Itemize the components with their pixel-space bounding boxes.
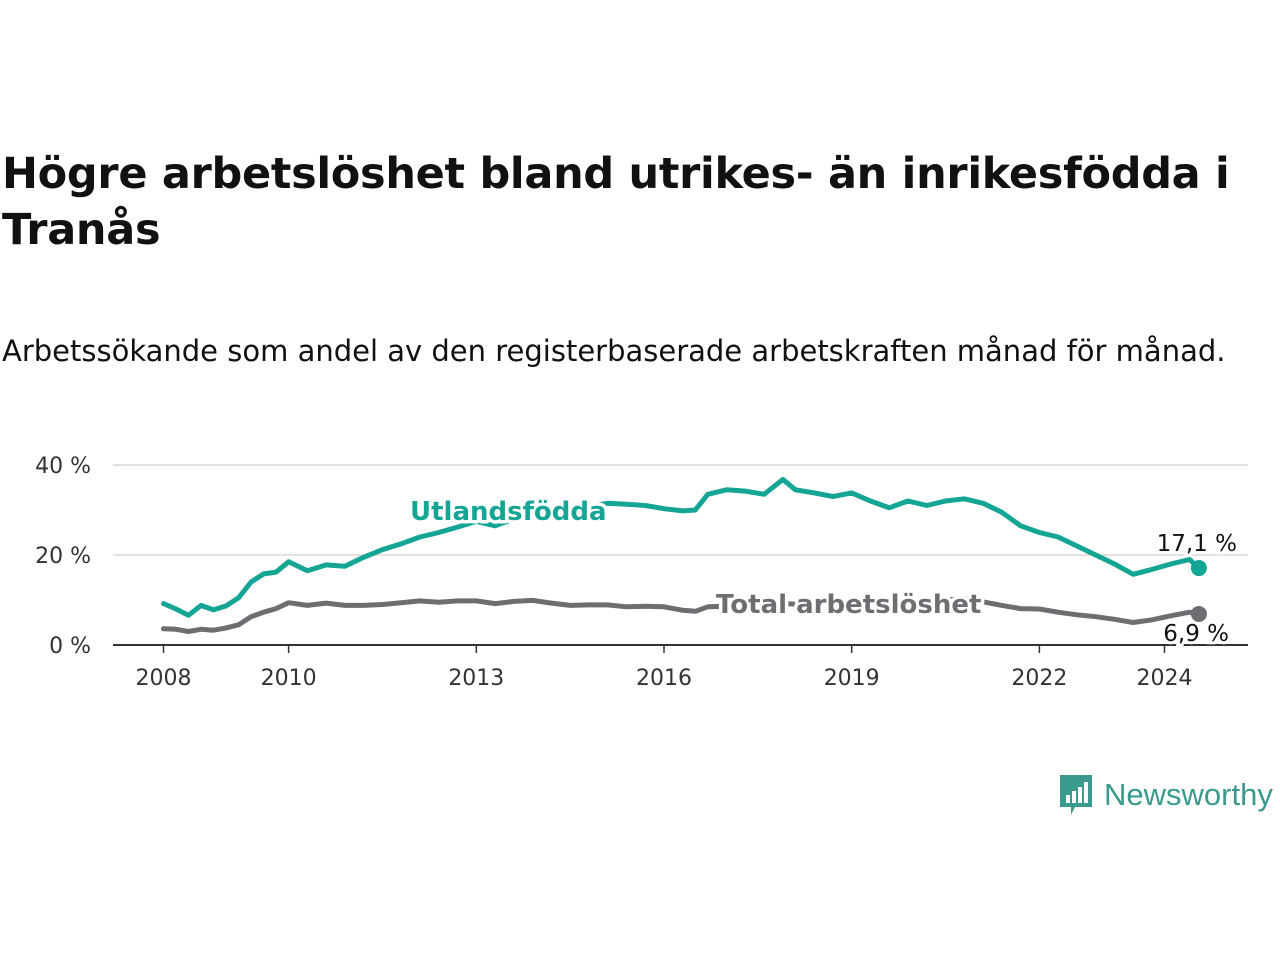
end-point-foreign xyxy=(1190,560,1207,577)
bar-chart-speech-bubble-icon xyxy=(1060,775,1092,815)
x-tick-label: 2008 xyxy=(136,666,192,691)
chart-title: Högre arbetslöshet bland utrikes- än inr… xyxy=(2,149,1230,255)
series-line-foreign xyxy=(161,476,1202,618)
x-tick-label: 2010 xyxy=(261,666,317,691)
end-label-utlandsfodda: 17,1 % xyxy=(1157,531,1237,557)
x-tick-label: 2022 xyxy=(1011,666,1067,691)
series-labels: Utlandsfödda Total arbetslöshet 17,1 % 6,9 … xyxy=(407,494,1241,651)
newsworthy-logo: Newsworthy xyxy=(1058,773,1273,817)
line-chart: 0 %20 %40 %2008 2010 2013 2016 2019 2022 2024 … xyxy=(35,454,1248,691)
x-tick-label: 2013 xyxy=(448,666,504,691)
x-tick-label: 2016 xyxy=(636,666,692,691)
brand-name: Newsworthy xyxy=(1104,777,1273,812)
x-tick-label: 2024 xyxy=(1137,666,1193,691)
y-tick-label: 0 % xyxy=(49,634,91,659)
x-tick-label: 2019 xyxy=(824,666,880,691)
axes: 0 % 20 % 40 % 2008 2010 2013 2016 2019 2022 2024 xyxy=(35,454,1248,691)
series-lines xyxy=(161,476,1207,634)
series-line-total xyxy=(161,596,1202,634)
end-label-total: 6,9 % xyxy=(1163,621,1229,647)
chart-subtitle: Arbetssökande som andel av den registerb… xyxy=(2,334,1226,368)
gridlines xyxy=(113,464,1248,556)
y-tick-label: 20 % xyxy=(35,544,91,569)
y-tick-label: 40 % xyxy=(35,454,91,479)
series-label-utlandsfodda: Utlandsfödda xyxy=(410,497,607,527)
series-label-total: Total arbetslöshet xyxy=(716,590,981,620)
end-point-total xyxy=(1190,605,1207,622)
